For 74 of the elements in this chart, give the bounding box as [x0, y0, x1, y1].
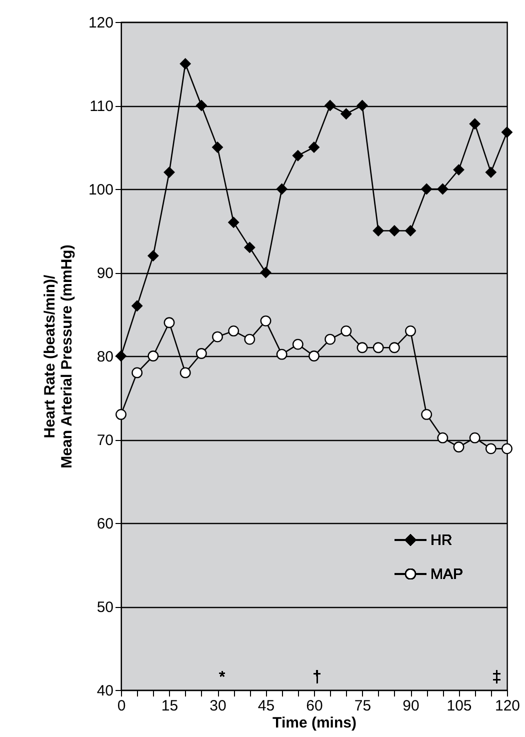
- point: [453, 442, 464, 452]
- x-axis-title: Time (mins): [272, 714, 356, 732]
- point: [276, 184, 288, 194]
- y-tick-label: 80: [96, 348, 114, 366]
- y-axis-title: Heart Rate (beats/min)/ Mean Arterial Pressure (mmHg): [41, 244, 76, 468]
- y-tick-label: 70: [96, 432, 114, 449]
- point: [356, 100, 368, 111]
- point: [372, 225, 384, 236]
- legend-label: HR: [430, 532, 452, 549]
- point: [180, 58, 191, 70]
- point: [308, 142, 320, 153]
- y-tick-label: 60: [96, 516, 114, 532]
- point: [196, 100, 207, 111]
- point: [132, 367, 143, 378]
- point: [502, 126, 512, 138]
- point: [276, 348, 288, 360]
- point: [485, 166, 496, 178]
- x-tick-label: 90: [402, 698, 420, 714]
- point: [340, 108, 352, 120]
- point: [196, 348, 207, 359]
- annotation: *: [219, 669, 226, 686]
- point: [180, 367, 191, 378]
- x-tick-label: 45: [258, 698, 275, 714]
- x-tick-label: 75: [354, 698, 372, 714]
- point: [469, 432, 480, 444]
- point: [308, 350, 320, 362]
- point: [405, 325, 416, 336]
- y-tick-label: 100: [88, 182, 114, 198]
- annotation: ‡: [492, 669, 502, 686]
- x-tick-label: 105: [446, 698, 472, 714]
- point: [148, 350, 159, 362]
- point: [469, 118, 480, 130]
- point: [164, 317, 175, 328]
- y-tick-label: 120: [88, 14, 114, 32]
- annotation: †: [312, 669, 322, 686]
- point: [356, 342, 368, 354]
- y-tick-label: 110: [90, 98, 114, 115]
- x-tick-label: 15: [161, 698, 178, 714]
- point: [164, 166, 175, 178]
- point: [502, 443, 512, 454]
- y-tick-label: 50: [96, 599, 114, 616]
- point: [148, 250, 159, 262]
- point: [437, 432, 448, 444]
- point: [116, 408, 126, 420]
- point: [372, 342, 384, 354]
- point: [244, 334, 256, 345]
- x-tick-label: 30: [210, 698, 226, 714]
- point: [421, 408, 432, 420]
- y-tick-label: 90: [96, 265, 114, 282]
- x-tick-label: 60: [306, 698, 323, 714]
- point: [437, 184, 448, 194]
- point: [228, 216, 240, 228]
- point: [212, 142, 223, 153]
- point: [421, 184, 432, 194]
- point: [405, 225, 416, 236]
- point: [244, 242, 256, 253]
- point: [324, 334, 336, 345]
- point: [388, 342, 400, 354]
- point: [292, 150, 304, 162]
- point: [260, 267, 272, 278]
- point: [228, 325, 240, 336]
- point: [453, 164, 464, 176]
- point: [132, 300, 143, 312]
- point: [212, 331, 223, 342]
- legend-label: MAP: [430, 566, 464, 583]
- y-tick-label: 40: [96, 682, 114, 700]
- point: [485, 443, 496, 454]
- point: [324, 100, 336, 111]
- point: [292, 338, 304, 350]
- x-tick-label: 0: [117, 698, 126, 714]
- x-tick-label: 120: [494, 698, 520, 714]
- point: [340, 325, 352, 336]
- point: [388, 225, 400, 236]
- point: [260, 315, 272, 326]
